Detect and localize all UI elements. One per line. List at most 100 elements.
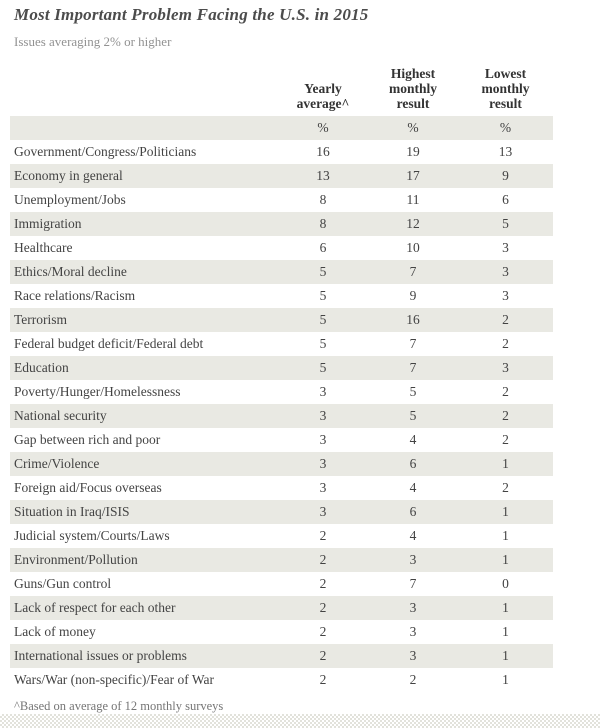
row-value: 2 — [319, 600, 327, 615]
page-title: Most Important Problem Facing the U.S. i… — [14, 5, 369, 24]
row-value: 2 — [502, 336, 509, 351]
row-value: 9 — [502, 168, 509, 183]
row-label: Crime/Violence — [14, 456, 100, 471]
table-row: Crime/Violence 3 6 1 — [10, 452, 553, 476]
column-header-highest-monthly: Highest monthly result — [368, 66, 458, 111]
unit-cell: % — [317, 120, 329, 135]
row-value: 2 — [319, 672, 327, 687]
row-value: 3 — [409, 600, 417, 615]
table-body: Government/Congress/Politicians 16 19 13 Eco… — [10, 140, 553, 692]
row-value: 1 — [502, 624, 509, 639]
row-label: Gap between rich and poor — [14, 432, 161, 447]
header-line: result — [489, 96, 522, 111]
table-row: Foreign aid/Focus overseas 3 4 2 — [10, 476, 553, 500]
table-row: Economy in general 13 17 9 — [10, 164, 553, 188]
row-value: 3 — [409, 624, 417, 639]
table-row: Race relations/Racism 5 9 3 — [10, 284, 553, 308]
row-value: 12 — [406, 216, 420, 231]
row-value: 13 — [316, 168, 330, 183]
row-label: Unemployment/Jobs — [14, 192, 126, 207]
row-value: 5 — [319, 264, 327, 279]
row-value: 2 — [409, 672, 417, 687]
table-row: Gap between rich and poor 3 4 2 — [10, 428, 553, 452]
row-value: 5 — [502, 216, 509, 231]
row-label: Immigration — [14, 216, 82, 231]
row-label: Environment/Pollution — [14, 552, 138, 567]
row-value: 4 — [409, 480, 417, 495]
row-value: 3 — [409, 648, 417, 663]
row-value: 2 — [502, 312, 509, 327]
row-label: Federal budget deficit/Federal debt — [14, 336, 204, 351]
table-row: International issues or problems 2 3 1 — [10, 644, 553, 668]
row-value: 1 — [502, 552, 509, 567]
row-value: 7 — [409, 336, 417, 351]
header-line: Yearly — [304, 81, 342, 96]
row-value: 6 — [319, 240, 327, 255]
row-value: 3 — [502, 240, 509, 255]
row-value: 5 — [409, 384, 417, 399]
row-label: Poverty/Hunger/Homelessness — [14, 384, 181, 399]
row-value: 1 — [502, 648, 509, 663]
row-value: 1 — [502, 528, 509, 543]
table-row: Poverty/Hunger/Homelessness 3 5 2 — [10, 380, 553, 404]
header-line: average^ — [296, 96, 350, 111]
row-value: 3 — [319, 408, 327, 423]
row-label: Healthcare — [14, 240, 73, 255]
table-row: National security 3 5 2 — [10, 404, 553, 428]
table-row: Judicial system/Courts/Laws 2 4 1 — [10, 524, 553, 548]
column-header-yearly-average: Yearly average^ — [278, 81, 368, 111]
row-label: Race relations/Racism — [14, 288, 136, 303]
row-value: 3 — [319, 432, 327, 447]
row-value: 3 — [502, 288, 509, 303]
row-value: 7 — [409, 576, 417, 591]
row-label: Foreign aid/Focus overseas — [14, 480, 162, 495]
row-value: 4 — [409, 432, 417, 447]
row-value: 2 — [319, 648, 327, 663]
unit-row-spacer — [10, 116, 278, 140]
row-value: 1 — [502, 456, 509, 471]
unit-cell: % — [407, 120, 419, 135]
unit-row: % % % — [10, 116, 553, 140]
row-value: 2 — [319, 552, 327, 567]
row-value: 7 — [409, 360, 417, 375]
row-label: International issues or problems — [14, 648, 187, 663]
table-row: Environment/Pollution 2 3 1 — [10, 548, 553, 572]
row-value: 13 — [498, 144, 513, 159]
row-value: 8 — [319, 192, 327, 207]
bottom-dither-strip — [0, 714, 600, 728]
row-value: 3 — [319, 384, 327, 399]
row-label: Guns/Gun control — [14, 576, 112, 591]
row-value: 0 — [502, 576, 509, 591]
row-value: 2 — [502, 480, 509, 495]
row-value: 2 — [502, 384, 509, 399]
table-row: Lack of money 2 3 1 — [10, 620, 553, 644]
most-important-problem-table: Yearly average^ Highest monthly result L… — [10, 64, 553, 692]
row-value: 2 — [319, 576, 327, 591]
row-value: 5 — [319, 336, 327, 351]
header-line: Highest — [390, 66, 436, 81]
row-value: 11 — [406, 192, 420, 207]
header-line: Lowest — [484, 66, 527, 81]
row-value: 5 — [319, 312, 327, 327]
table-row: Guns/Gun control 2 7 0 — [10, 572, 553, 596]
row-value: 7 — [409, 264, 417, 279]
row-label: Education — [14, 360, 69, 375]
row-value: 8 — [319, 216, 327, 231]
table-row: Unemployment/Jobs 8 11 6 — [10, 188, 553, 212]
row-label: Lack of money — [14, 624, 96, 639]
row-value: 2 — [502, 408, 509, 423]
row-value: 5 — [319, 360, 327, 375]
column-header-lowest-monthly: Lowest monthly result — [458, 66, 553, 111]
row-label: Ethics/Moral decline — [14, 264, 127, 279]
row-value: 5 — [319, 288, 327, 303]
table-row: Education 5 7 3 — [10, 356, 553, 380]
header-line: result — [396, 96, 430, 111]
row-value: 19 — [406, 144, 420, 159]
row-value: 1 — [502, 672, 509, 687]
row-label: Lack of respect for each other — [14, 600, 176, 615]
row-value: 6 — [409, 504, 417, 519]
row-value: 1 — [502, 504, 509, 519]
table-row: Situation in Iraq/ISIS 3 6 1 — [10, 500, 553, 524]
table-row: Healthcare 6 10 3 — [10, 236, 553, 260]
row-value: 3 — [319, 504, 327, 519]
